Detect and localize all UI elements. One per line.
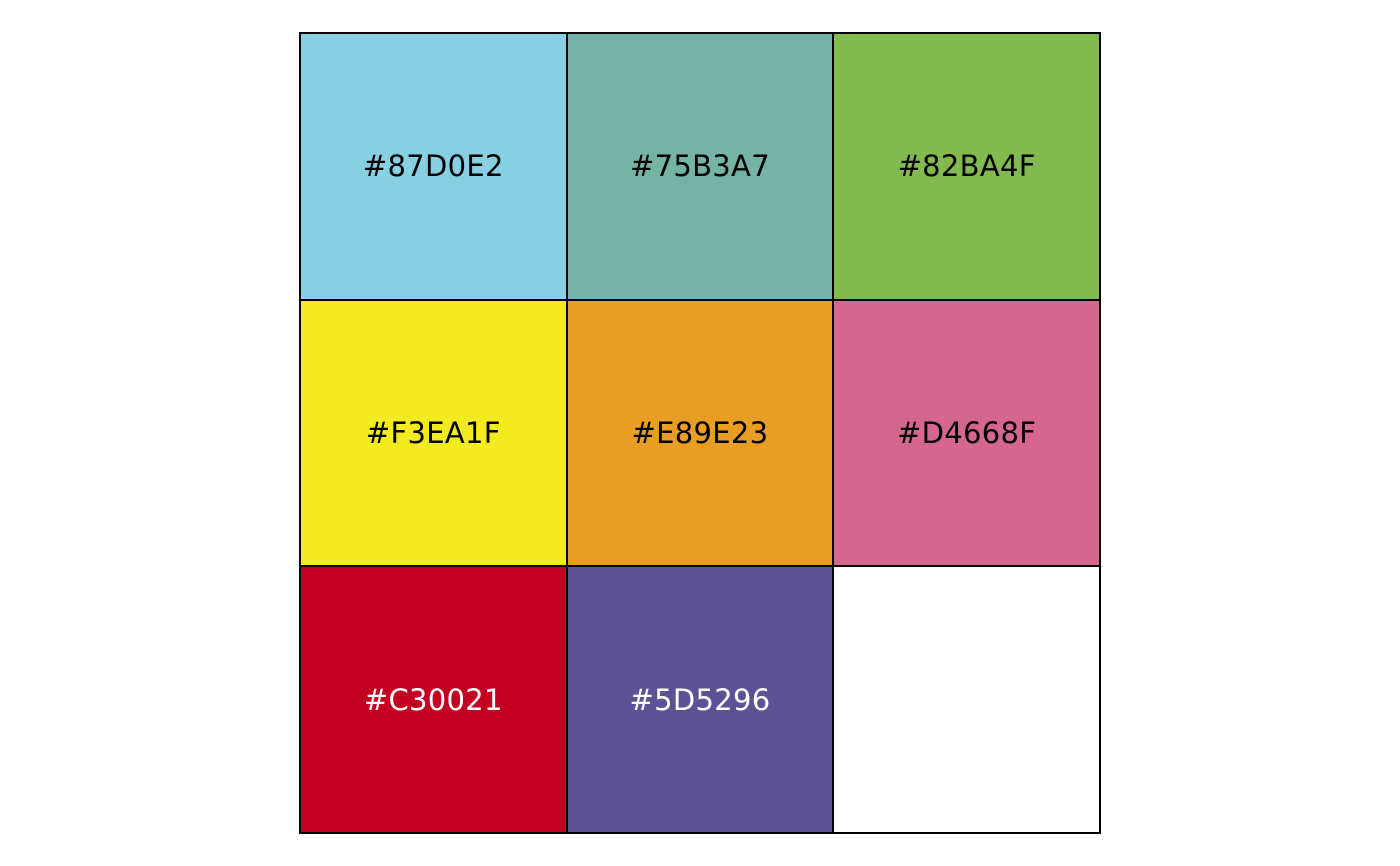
- swatch-label: #82BA4F: [897, 149, 1036, 184]
- swatch-label: #87D0E2: [362, 149, 504, 184]
- color-swatch: #75B3A7: [566, 33, 834, 300]
- swatch-label: #D4668F: [897, 415, 1037, 450]
- color-swatch: #5D5296: [566, 566, 834, 833]
- swatch-label: #5D5296: [629, 682, 771, 717]
- swatch-label: #F3EA1F: [365, 415, 501, 450]
- empty-swatch: [833, 566, 1100, 833]
- color-swatch: #82BA4F: [833, 33, 1100, 300]
- color-swatch: #C30021: [300, 566, 567, 833]
- color-swatch: #87D0E2: [300, 33, 567, 300]
- color-swatch: #D4668F: [833, 299, 1100, 567]
- swatch-label: #C30021: [363, 682, 503, 717]
- color-swatch: #F3EA1F: [300, 299, 567, 567]
- swatch-label: #75B3A7: [630, 149, 770, 184]
- color-palette-grid: #87D0E2 #75B3A7 #82BA4F #F3EA1F #E89E23 …: [299, 32, 1101, 834]
- color-swatch: #E89E23: [566, 299, 834, 567]
- swatch-label: #E89E23: [631, 415, 769, 450]
